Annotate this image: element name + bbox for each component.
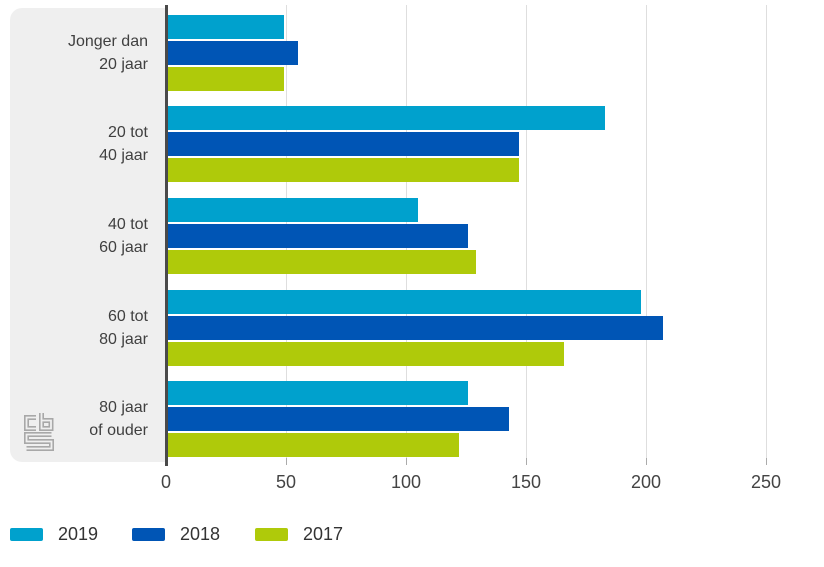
category-label-4: 80 jaar of ouder [89, 399, 148, 439]
x-tick-250 [765, 458, 767, 465]
plot-area [166, 5, 768, 466]
category-label-2: 40 tot 60 jaar [99, 216, 148, 256]
category-label-1: 20 tot 40 jaar [99, 124, 148, 164]
bar-2019-category-0 [166, 15, 284, 39]
bar-2017-category-0 [166, 67, 284, 91]
x-tick-100 [405, 458, 407, 465]
cbs-logo [24, 413, 54, 451]
bar-2017-category-4 [166, 433, 459, 457]
category-label-0: Jonger dan 20 jaar [67, 33, 148, 73]
gridline-200 [646, 5, 647, 459]
bar-2019-category-3 [166, 290, 642, 314]
bar-2019-category-2 [166, 198, 418, 222]
legend-swatch-2018 [132, 527, 165, 541]
bar-2017-category-1 [166, 158, 519, 182]
x-tick-label-100: 100 [390, 472, 422, 492]
x-tick-label-200: 200 [630, 472, 662, 492]
bar-2017-category-3 [166, 342, 565, 366]
legend-swatch-2019 [10, 527, 43, 541]
legend-item-2018: 2018 [132, 524, 220, 544]
legend-label-2018: 2018 [180, 524, 221, 544]
bar-2018-category-3 [166, 316, 663, 340]
x-tick-label-0: 0 [160, 472, 171, 492]
x-tick-label-50: 50 [275, 472, 297, 492]
category-panel: Jonger dan 20 jaar 20 tot 40 jaar 40 tot 60 j… [10, 8, 166, 462]
bar-2019-category-1 [166, 106, 606, 130]
category-label-3: 60 tot 80 jaar [99, 308, 148, 348]
bar-2018-category-0 [166, 41, 298, 65]
bar-2019-category-4 [166, 381, 469, 405]
legend-item-2017: 2017 [255, 524, 343, 544]
legend-item-2019: 2019 [10, 524, 98, 544]
x-tick-label-150: 150 [510, 472, 542, 492]
legend-label-2019: 2019 [58, 524, 99, 544]
x-tick-50 [285, 458, 287, 465]
x-tick-150 [525, 458, 527, 465]
x-tick-label-250: 250 [750, 472, 782, 492]
gridline-150 [526, 5, 527, 459]
y-axis-line [165, 5, 168, 466]
legend-label-2017: 2017 [303, 524, 344, 544]
bar-2017-category-2 [166, 250, 476, 274]
gridline-250 [766, 5, 767, 459]
bar-2018-category-1 [166, 132, 519, 156]
x-tick-200 [645, 458, 647, 465]
bar-2018-category-2 [166, 224, 469, 248]
bar-2018-category-4 [166, 407, 510, 431]
legend-swatch-2017 [255, 527, 288, 541]
